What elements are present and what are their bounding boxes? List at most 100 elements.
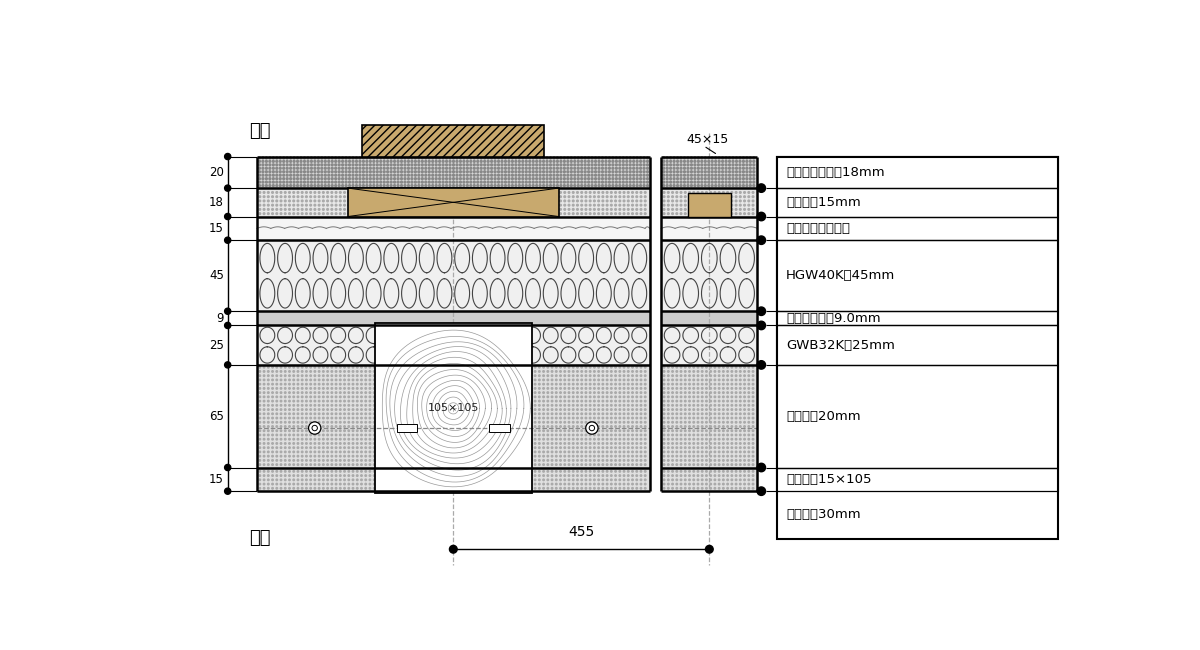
Circle shape — [259, 196, 260, 198]
Circle shape — [636, 417, 637, 419]
Circle shape — [569, 387, 570, 389]
Circle shape — [727, 192, 728, 193]
Circle shape — [390, 404, 392, 406]
Circle shape — [276, 157, 277, 159]
Circle shape — [518, 185, 521, 187]
Circle shape — [467, 417, 468, 419]
Circle shape — [672, 417, 673, 419]
Circle shape — [647, 171, 648, 173]
Circle shape — [414, 177, 416, 179]
Circle shape — [324, 171, 326, 173]
Circle shape — [628, 426, 629, 427]
Circle shape — [614, 484, 617, 485]
Circle shape — [467, 379, 468, 381]
Circle shape — [577, 474, 578, 476]
Circle shape — [492, 396, 493, 398]
Circle shape — [697, 396, 698, 398]
Circle shape — [667, 375, 670, 376]
Circle shape — [306, 430, 307, 432]
Circle shape — [361, 488, 362, 489]
Circle shape — [437, 451, 438, 452]
Circle shape — [556, 375, 557, 376]
Circle shape — [484, 451, 485, 452]
Circle shape — [289, 447, 290, 448]
Circle shape — [331, 439, 332, 440]
Circle shape — [672, 484, 673, 485]
Text: 45×15: 45×15 — [686, 133, 728, 146]
Circle shape — [454, 451, 456, 452]
Circle shape — [390, 174, 392, 176]
Circle shape — [276, 488, 277, 489]
Circle shape — [370, 474, 371, 476]
Circle shape — [690, 185, 692, 187]
Circle shape — [680, 384, 682, 385]
Circle shape — [359, 177, 361, 179]
Circle shape — [594, 488, 595, 489]
Circle shape — [304, 167, 306, 169]
Circle shape — [445, 443, 446, 444]
Circle shape — [498, 181, 499, 183]
Circle shape — [408, 174, 409, 176]
Circle shape — [298, 488, 299, 489]
Circle shape — [298, 209, 299, 210]
Circle shape — [736, 460, 737, 461]
Circle shape — [500, 204, 502, 206]
Circle shape — [530, 384, 532, 385]
Circle shape — [623, 157, 624, 159]
Circle shape — [407, 430, 409, 432]
Circle shape — [287, 174, 288, 176]
Circle shape — [365, 447, 366, 448]
Circle shape — [487, 177, 490, 179]
Circle shape — [570, 161, 572, 162]
Circle shape — [425, 447, 426, 448]
Circle shape — [505, 474, 506, 476]
Circle shape — [680, 464, 682, 465]
Circle shape — [748, 447, 750, 448]
Circle shape — [551, 370, 553, 372]
Circle shape — [324, 177, 326, 179]
Circle shape — [542, 167, 545, 169]
Text: 20: 20 — [209, 166, 224, 179]
Circle shape — [373, 447, 374, 448]
Circle shape — [224, 308, 230, 315]
Circle shape — [509, 196, 510, 198]
Circle shape — [365, 434, 366, 436]
Circle shape — [684, 171, 685, 173]
Circle shape — [673, 171, 676, 173]
Circle shape — [326, 396, 329, 398]
Circle shape — [697, 456, 698, 457]
Circle shape — [598, 171, 600, 173]
Circle shape — [343, 471, 346, 472]
Circle shape — [611, 417, 612, 419]
Circle shape — [710, 464, 712, 465]
Circle shape — [744, 430, 745, 432]
Circle shape — [454, 434, 456, 436]
Circle shape — [284, 439, 286, 440]
Circle shape — [542, 192, 545, 193]
Circle shape — [714, 192, 715, 193]
Circle shape — [458, 192, 460, 193]
Circle shape — [281, 479, 282, 480]
Circle shape — [594, 451, 595, 452]
Circle shape — [470, 167, 472, 169]
Circle shape — [628, 488, 629, 489]
Circle shape — [719, 200, 720, 202]
Circle shape — [752, 434, 754, 436]
Circle shape — [535, 167, 538, 169]
Circle shape — [551, 367, 553, 368]
Circle shape — [551, 443, 553, 444]
Circle shape — [572, 367, 574, 368]
Circle shape — [445, 384, 446, 385]
Circle shape — [449, 164, 451, 166]
Circle shape — [378, 387, 379, 389]
Circle shape — [425, 400, 426, 402]
Circle shape — [356, 392, 358, 393]
Circle shape — [594, 196, 595, 198]
Circle shape — [475, 384, 476, 385]
Circle shape — [664, 417, 665, 419]
Circle shape — [361, 370, 362, 372]
Circle shape — [348, 474, 349, 476]
Circle shape — [349, 164, 350, 166]
Circle shape — [335, 488, 337, 489]
Circle shape — [628, 213, 629, 214]
